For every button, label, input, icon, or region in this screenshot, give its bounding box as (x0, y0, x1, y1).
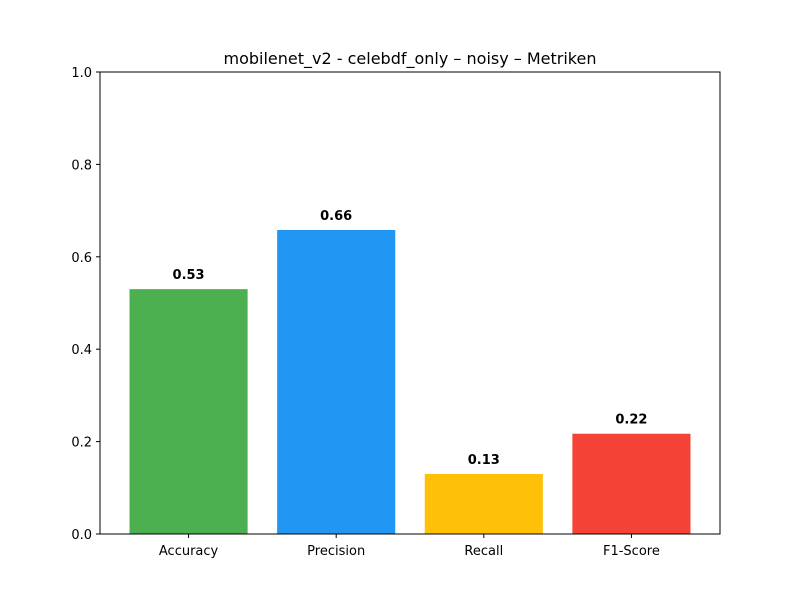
y-tick-label: 0.6 (71, 251, 92, 266)
y-tick-label: 0.4 (71, 343, 92, 358)
x-tick-label: Recall (464, 544, 503, 559)
axes-layer (96, 71, 721, 538)
bars-layer (129, 230, 691, 534)
bar-precision (277, 230, 396, 534)
data-label-f1-score: 0.22 (615, 413, 647, 428)
bar-f1-score (572, 433, 691, 534)
x-tick-label: Precision (307, 544, 365, 559)
plot-frame (99, 71, 721, 535)
chart-title: mobilenet_v2 - celebdf_only – noisy – Me… (224, 49, 597, 69)
data-label-accuracy: 0.53 (173, 268, 205, 283)
y-tick-label: 1.0 (71, 66, 92, 81)
data-label-precision: 0.66 (320, 209, 352, 224)
y-tick-label: 0.8 (71, 158, 92, 173)
labels-layer: 0.53 Accuracy 0.66 Precision 0.13 Recall 0.22 F… (71, 66, 660, 559)
x-tick-label: Accuracy (159, 544, 219, 559)
bar-accuracy (129, 289, 248, 534)
y-tick-label: 0.0 (71, 528, 92, 543)
y-tick-label: 0.2 (71, 436, 92, 451)
data-label-recall: 0.13 (468, 453, 500, 468)
bar-recall (424, 473, 543, 534)
x-tick-label: F1-Score (603, 544, 660, 559)
